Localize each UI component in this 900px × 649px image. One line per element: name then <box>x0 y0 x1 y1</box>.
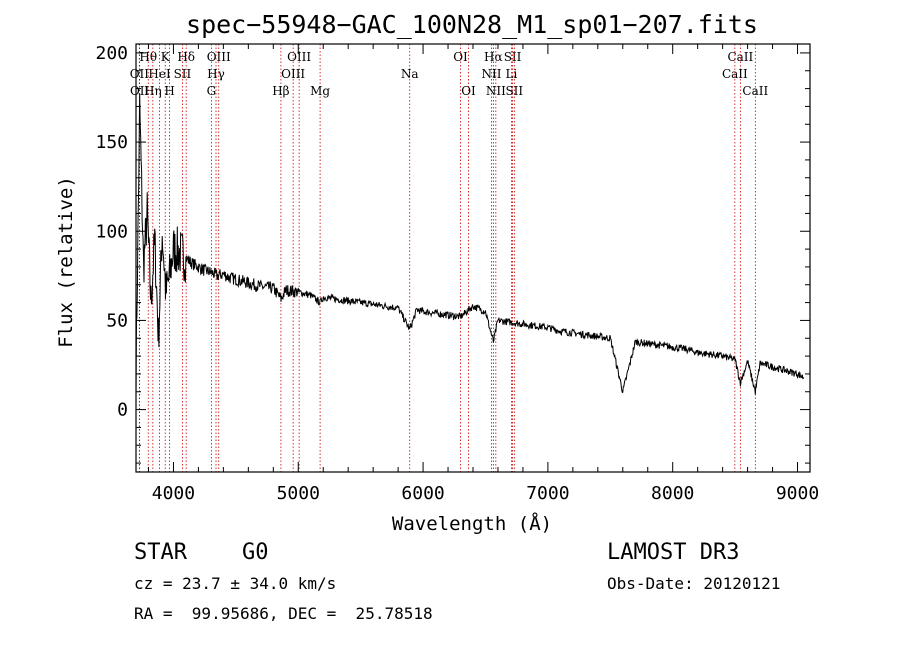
observation-date: Obs-Date: 20120121 <box>607 574 781 593</box>
line-label-6: H <box>164 84 174 98</box>
line-label-2: OII <box>130 84 150 98</box>
line-label-5: HeI <box>148 67 171 81</box>
line-label-26: CaII <box>722 67 748 81</box>
line-label-17: OI <box>453 50 468 64</box>
chart-title: spec−55948−GAC_100N28_M1_sp01−207.fits <box>186 10 758 39</box>
sky-coordinates: RA = 99.95686, DEC = 25.78518 <box>134 604 433 623</box>
line-label-3: Hη <box>144 84 162 98</box>
object-class: STAR <box>134 540 187 565</box>
line-label-22: SII <box>504 50 522 64</box>
x-tick-label-3: 7000 <box>526 483 569 504</box>
line-label-10: Hγ <box>207 67 225 81</box>
line-label-13: OIII <box>287 50 311 64</box>
x-tick-label-0: 4000 <box>152 483 195 504</box>
y-tick-label-2: 100 <box>95 221 128 242</box>
redshift-velocity: cz = 23.7 ± 34.0 km/s <box>134 574 337 593</box>
line-label-24: SII <box>505 84 523 98</box>
axis-ticks: 4000 5000 6000 7000 8000 9000 0 50 100 150 200 <box>95 43 819 504</box>
line-label-23: Li <box>506 67 518 81</box>
line-label-19: Hα <box>484 50 503 64</box>
line-label-9: OIII <box>207 50 231 64</box>
y-tick-label-3: 150 <box>95 132 128 153</box>
line-label-18: OI <box>461 84 476 98</box>
spectrum-line <box>135 93 805 399</box>
line-label-16: Na <box>401 67 419 81</box>
line-label-14: OIII <box>281 67 305 81</box>
line-label-15: Mg <box>310 84 330 98</box>
y-tick-label-4: 200 <box>95 43 128 64</box>
survey-name: LAMOST DR3 <box>607 540 740 565</box>
x-tick-label-5: 9000 <box>776 483 819 504</box>
x-tick-label-2: 6000 <box>401 483 444 504</box>
object-subclass: G0 <box>242 540 269 565</box>
line-label-8: SII <box>174 67 192 81</box>
x-tick-label-4: 8000 <box>651 483 694 504</box>
line-label-0: Hθ <box>139 50 157 64</box>
line-label-20: NII <box>481 67 501 81</box>
plot-frame <box>135 43 811 473</box>
line-label-4: K <box>161 50 171 64</box>
line-label-27: CaII <box>742 84 768 98</box>
x-tick-label-1: 5000 <box>277 483 320 504</box>
line-label-11: G <box>207 84 217 98</box>
y-tick-label-1: 50 <box>106 310 128 331</box>
x-axis-label: Wavelength (Å) <box>392 512 552 535</box>
line-label-1: OII <box>130 67 150 81</box>
line-label-25: CaII <box>727 50 753 64</box>
line-label-12: Hβ <box>272 84 289 98</box>
series-layer <box>135 93 805 399</box>
line-label-7: Hδ <box>177 50 195 64</box>
y-axis-label: Flux (relative) <box>55 176 77 348</box>
y-tick-label-0: 0 <box>117 400 128 421</box>
line-label-21: NII <box>486 84 506 98</box>
